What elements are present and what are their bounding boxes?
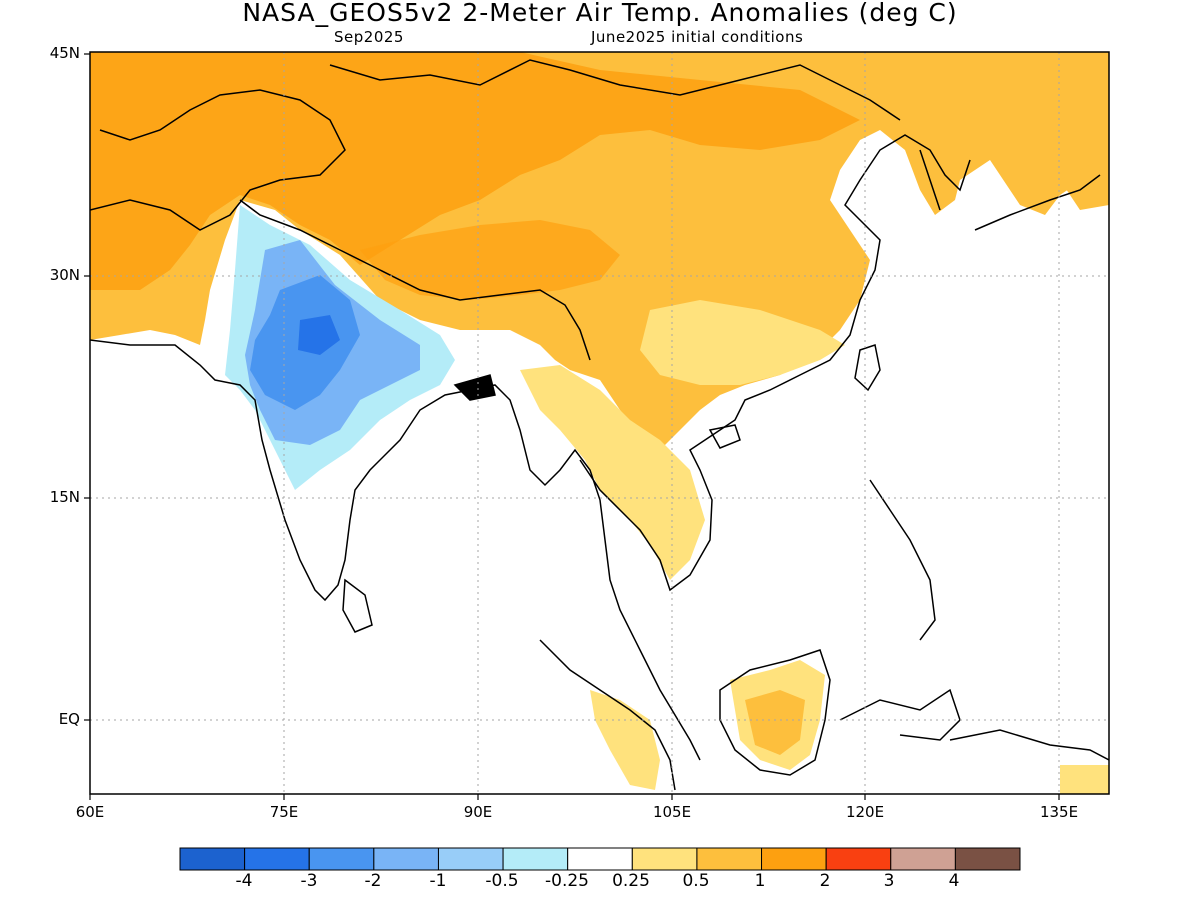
lat-label-30n: 30N [49,266,80,284]
colorbar-label: 1 [754,871,766,891]
colorbar-label: -2 [364,871,382,891]
anomaly-region-tibet-warm [360,220,620,300]
lon-label-90e: 90E [463,803,493,821]
colorbar-box [437,847,504,871]
anomaly-region-weak-warm-indochina [520,365,705,580]
colorbar-box [954,847,1021,871]
anomaly-region-weak-warm-newguinea [1060,765,1109,794]
colorbar-box [696,847,763,871]
anomaly-region-weak-warm-east [640,300,845,385]
colorbar-label: 2 [819,871,831,891]
colorbar-box [373,847,439,871]
axis-ticks [84,53,1060,800]
anomaly-region-cool-core [298,315,340,355]
colorbar-box [308,847,375,871]
colorbar-box [502,847,569,871]
colorbar-box [890,847,956,871]
colorbar-label: 4 [948,871,960,891]
map-frame [89,51,1110,795]
map-title: NASA_GEOS5v2 2-Meter Air Temp. Anomalies… [242,0,958,27]
anomaly-region-high-warm [90,52,860,290]
init-conditions-label: June2025 initial conditions [591,28,804,46]
anomaly-region-weak-warm-sumatra [590,690,660,790]
colorbar-box [244,847,310,871]
lon-label-120e: 120E [845,803,885,821]
colorbar-box [567,847,633,871]
lat-label-45n: 45N [49,44,80,62]
colorbar-label: -0.5 [485,871,519,891]
colorbar-label: -3 [300,871,318,891]
colorbar-box [179,847,246,871]
colorbar-label: 0.5 [682,871,710,891]
lat-label-15n: 15N [49,488,80,506]
valid-month-label: Sep2025 [334,28,404,46]
anomaly-region-warm-borneo-core [745,690,805,755]
coastlines [90,59,1109,791]
lon-label-105e: 105E [652,803,692,821]
lon-label-60e: 60E [75,803,105,821]
colorbar [179,847,1021,871]
colorbar-label: 3 [883,871,895,891]
colorbar-box [631,847,698,871]
colorbar-label: -1 [429,871,447,891]
graticule [90,52,1109,794]
colorbar-label: -0.25 [545,871,589,891]
lat-label-eq: EQ [58,710,80,728]
colorbar-box [825,847,892,871]
anomaly-region-weak-warm-japan [1060,155,1109,210]
lon-label-75e: 75E [269,803,299,821]
lon-label-135e: 135E [1039,803,1079,821]
colorbar-label: -4 [235,871,253,891]
colorbar-box [761,847,827,871]
colorbar-label: 0.25 [612,871,650,891]
